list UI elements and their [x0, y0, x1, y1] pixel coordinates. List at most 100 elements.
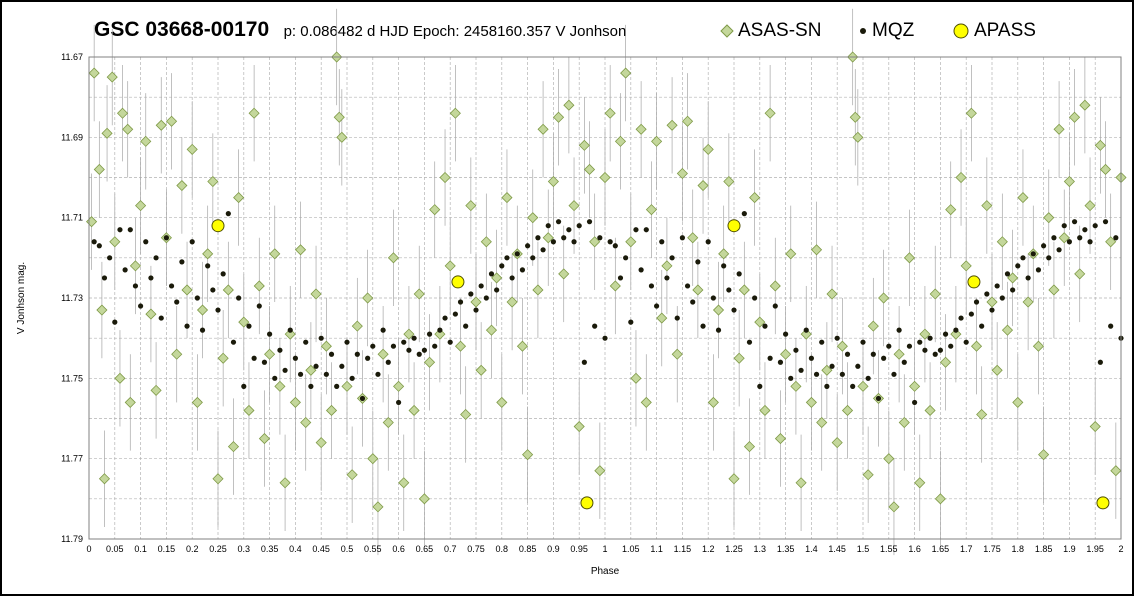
- asas-sn-point: [1110, 465, 1122, 477]
- mqz-point: [514, 251, 520, 257]
- asas-sn-point: [697, 179, 709, 192]
- x-tick-label: 0.8: [496, 544, 509, 554]
- mqz-point: [210, 287, 216, 293]
- mqz-point: [473, 307, 479, 313]
- asas-sn-point: [106, 71, 118, 83]
- asas-sn-point: [140, 135, 152, 147]
- x-tick-label: 0.3: [238, 544, 251, 554]
- mqz-point: [602, 335, 608, 341]
- mqz-point: [731, 307, 737, 313]
- mqz-point: [607, 239, 613, 245]
- asas-sn-point: [929, 288, 941, 300]
- asas-sn-point: [800, 328, 812, 340]
- mqz-point: [555, 219, 562, 225]
- mqz-point: [917, 339, 923, 345]
- axis-frame: [88, 56, 1122, 540]
- asas-sn-point: [568, 200, 580, 212]
- y-tick-label: 11.67: [61, 52, 83, 62]
- asas-sn-point: [1079, 99, 1091, 111]
- diamond-icon: [720, 24, 734, 38]
- asas-sn-point: [496, 396, 508, 408]
- x-tick-label: 1.95: [1086, 544, 1104, 554]
- mqz-point: [437, 327, 443, 333]
- asas-sn-point: [336, 131, 348, 143]
- asas-sn-point: [790, 380, 802, 392]
- mqz-point: [937, 347, 944, 353]
- mqz-point: [426, 331, 433, 337]
- mqz-point: [638, 267, 644, 273]
- x-tick-label: 1.35: [777, 544, 795, 554]
- apass-point: [211, 219, 225, 233]
- apass-point: [451, 275, 465, 289]
- asas-sn-point: [599, 171, 611, 184]
- mqz-point: [948, 343, 954, 349]
- mqz-point: [272, 375, 278, 381]
- mqz-point: [349, 375, 355, 381]
- asas-sn-point: [810, 244, 823, 256]
- mqz-point: [323, 371, 329, 377]
- mqz-point: [127, 227, 133, 233]
- asas-sn-point: [1053, 123, 1065, 135]
- x-tick-label: 0.1: [134, 544, 147, 554]
- mqz-point: [163, 235, 169, 241]
- asas-sn-point: [821, 364, 833, 376]
- mqz-point: [654, 303, 660, 309]
- asas-sn-point: [181, 284, 193, 296]
- asas-sn-point: [1068, 111, 1081, 123]
- mqz-point: [478, 283, 484, 289]
- asas-sn-point: [279, 477, 291, 489]
- mqz-point: [679, 235, 686, 241]
- mqz-point: [1066, 239, 1072, 245]
- asas-sn-point: [707, 396, 719, 408]
- mqz-point: [153, 255, 159, 261]
- asas-sn-point: [687, 232, 699, 244]
- asas-sn-point: [434, 328, 446, 340]
- asas-sn-point: [883, 453, 895, 465]
- asas-sn-point: [764, 107, 776, 119]
- asas-sn-point: [506, 296, 518, 308]
- x-tick-label: 0: [86, 544, 91, 554]
- asas-sn-point: [351, 320, 363, 332]
- asas-sn-point: [888, 501, 900, 513]
- mqz-point: [870, 351, 876, 357]
- asas-sn-point: [676, 167, 688, 180]
- mqz-point: [174, 299, 180, 305]
- asas-sn-point: [681, 115, 694, 127]
- asas-sn-point: [852, 131, 864, 143]
- mqz-point: [138, 303, 144, 309]
- mqz-point: [318, 335, 324, 341]
- asas-sn-point: [563, 99, 575, 111]
- y-tick-label: 11.73: [61, 293, 83, 303]
- mqz-point: [122, 267, 128, 273]
- asas-sn-point: [914, 477, 926, 489]
- asas-sn-point: [1001, 324, 1014, 336]
- mqz-point: [891, 371, 897, 377]
- mqz-point: [261, 359, 268, 365]
- asas-sn-point: [465, 200, 477, 212]
- asas-sn-point: [1105, 236, 1117, 248]
- mqz-point: [973, 299, 980, 305]
- mqz-point: [246, 323, 252, 329]
- asas-sn-point: [362, 292, 374, 304]
- asas-sn-point: [950, 328, 962, 340]
- asas-sn-point: [614, 135, 627, 147]
- x-tick-label: 1.65: [932, 544, 950, 554]
- asas-sn-point: [449, 107, 461, 119]
- mqz-point: [736, 271, 742, 277]
- chart-header: GSC 03668-00170 p: 0.086482 d HJD Epoch:…: [94, 18, 626, 42]
- asas-sn-point: [470, 296, 482, 308]
- mqz-point: [277, 347, 283, 353]
- mqz-point: [912, 399, 918, 406]
- legend-item-mqz: MQZ: [858, 20, 914, 42]
- asas-sn-point: [346, 469, 358, 481]
- x-tick-label: 0.4: [289, 544, 302, 554]
- asas-sn-point: [387, 252, 400, 264]
- x-tick-label: 0.5: [341, 544, 354, 554]
- asas-sn-point: [289, 396, 301, 408]
- asas-sn-point: [1099, 163, 1112, 176]
- asas-sn-point: [222, 284, 234, 296]
- mqz-point: [488, 271, 495, 277]
- mqz-point: [643, 227, 649, 233]
- y-tick-label: 11.77: [61, 454, 83, 464]
